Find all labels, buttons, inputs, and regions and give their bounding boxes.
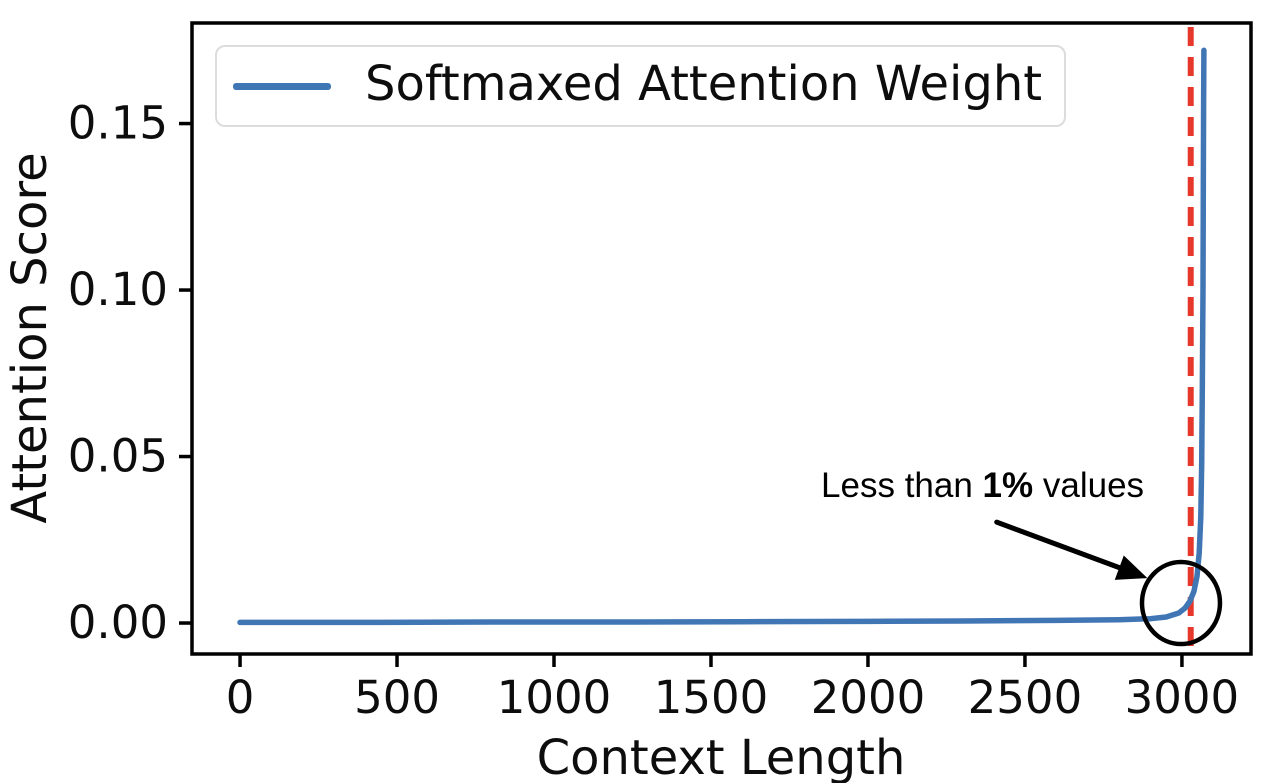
- y-axis-label: Attention Score: [2, 152, 58, 523]
- annotation-arrow-shaft: [994, 519, 1122, 571]
- x-tick-label-1: 500: [354, 671, 440, 724]
- annotation-label-bold: 1%: [983, 466, 1034, 505]
- plot-border: [190, 21, 1253, 656]
- annotation-label: Less than 1% values: [821, 466, 1144, 505]
- x-tick-label-2: 1000: [497, 671, 612, 724]
- y-tick-label-1: 0.05: [68, 430, 168, 483]
- x-axis-label: Context Length: [537, 730, 906, 783]
- x-tick-label-4: 2000: [811, 671, 926, 724]
- y-tick-label-3: 0.15: [68, 97, 168, 150]
- annotation-label-after: values: [1033, 466, 1144, 505]
- x-tick-label-3: 1500: [654, 671, 769, 724]
- y-tick-label-2: 0.10: [68, 263, 168, 316]
- elbow-circle-annotation: [1139, 559, 1223, 647]
- x-tick-label-5: 2500: [968, 671, 1083, 724]
- y-tick-label-0: 0.00: [68, 596, 168, 649]
- legend-label: Softmaxed Attention Weight: [365, 56, 1043, 112]
- annotation-arrow-head: [1114, 555, 1148, 580]
- legend-line-sample-icon: [233, 82, 331, 90]
- ticks-layer: 0 500 1000 1500 2000 2500 3000 0.00 0.05 0.10 0.15: [68, 97, 1239, 724]
- x-tick-label-6: 3000: [1125, 671, 1240, 724]
- series-line-softmaxed-attention-weight: [237, 47, 1207, 626]
- annotation-label-before: Less than: [821, 466, 983, 505]
- legend: Softmaxed Attention Weight: [215, 45, 1067, 127]
- x-tick-label-0: 0: [226, 671, 255, 724]
